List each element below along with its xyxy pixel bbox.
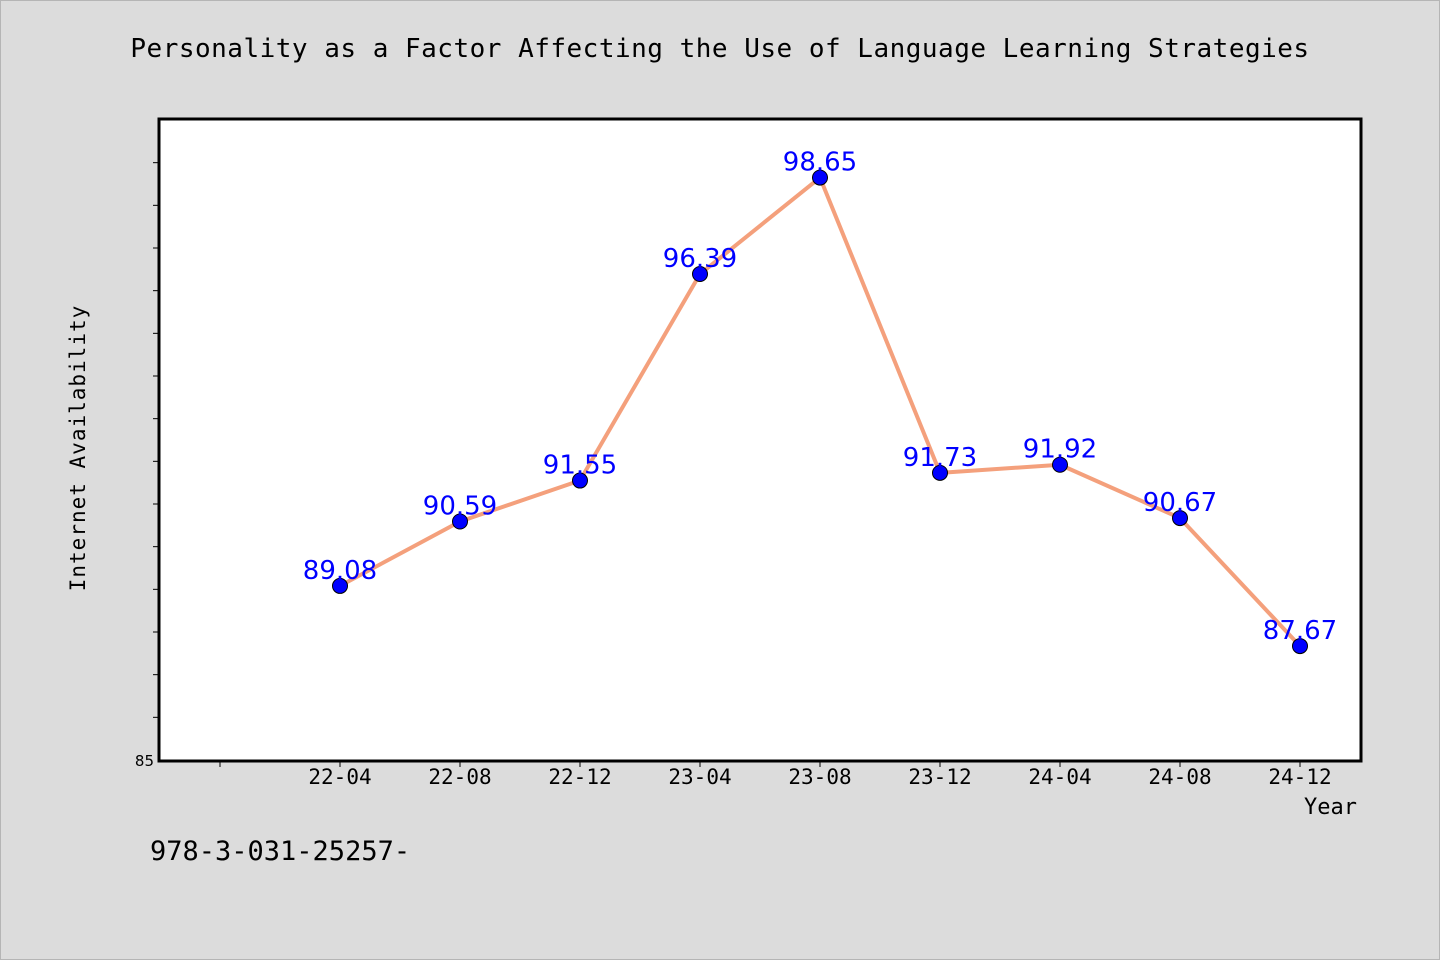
data-point: [1292, 638, 1308, 655]
data-label: 87.67: [1263, 616, 1337, 646]
x-tick-label: 23-04: [668, 765, 731, 789]
x-tick-label: 23-08: [788, 765, 851, 789]
data-markers: [332, 169, 1308, 655]
data-label: 91.73: [903, 443, 977, 473]
plot-area: [157, 117, 1363, 763]
data-label: 89.08: [303, 556, 377, 586]
data-label: 91.92: [1023, 435, 1097, 465]
x-axis-ticks: 22-04 22-08 22-12 23-04 23-08 23-12 24-04 24-08…: [219, 760, 1332, 789]
x-axis-label: Year: [1304, 795, 1357, 820]
data-label: 96.39: [663, 244, 737, 274]
y-tick-label: 85: [135, 752, 154, 770]
x-tick-label: 22-12: [548, 765, 611, 789]
x-tick-label: 22-04: [308, 765, 371, 789]
x-tick-label: 23-12: [908, 765, 971, 789]
x-tick-label: 22-08: [428, 765, 491, 789]
data-label: 98.65: [783, 148, 857, 178]
x-tick-label: 24-12: [1268, 765, 1331, 789]
footer-text: 978-3-031-25257-: [150, 836, 411, 867]
data-label: 90.67: [1143, 488, 1217, 518]
data-point: [1172, 510, 1188, 527]
data-point: [692, 266, 708, 283]
data-point: [932, 464, 948, 481]
data-labels: 89.08 90.59 91.55 96.39 98.65 91.73 91.92 90.67…: [303, 148, 1337, 646]
data-point: [572, 472, 588, 489]
x-tick-label: 24-04: [1028, 765, 1091, 789]
data-point: [332, 577, 348, 594]
chart-title: Personality as a Factor Affecting the Us…: [130, 34, 1310, 64]
data-label: 90.59: [423, 491, 497, 521]
y-axis-ticks: 85: [135, 162, 160, 770]
data-point: [452, 513, 468, 530]
data-label: 91.55: [543, 451, 617, 481]
data-point: [1052, 456, 1068, 473]
data-point: [812, 169, 828, 186]
x-tick-label: 24-08: [1148, 765, 1211, 789]
